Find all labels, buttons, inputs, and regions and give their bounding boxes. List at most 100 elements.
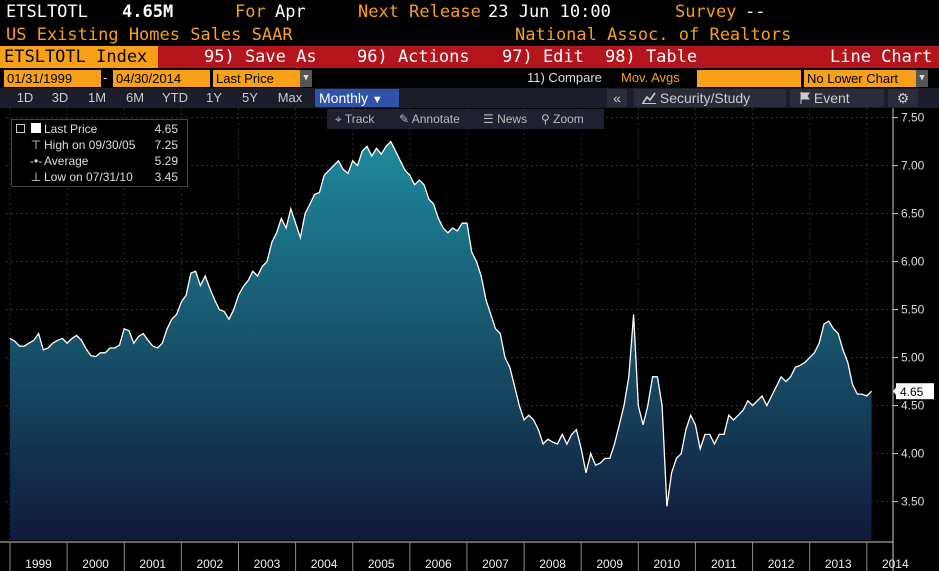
annotate-label: Annotate — [411, 112, 460, 126]
x-tick-label: 2010 — [653, 557, 680, 571]
data-point — [247, 280, 248, 281]
data-point — [366, 146, 367, 147]
data-point — [761, 395, 762, 396]
lower-chart-dropdown-icon[interactable]: ▼ — [916, 70, 928, 87]
period-1y[interactable]: 1Y — [206, 90, 222, 105]
data-point — [481, 275, 482, 276]
data-point — [604, 458, 605, 459]
table-button[interactable]: 98) Table — [605, 47, 698, 67]
data-point — [271, 242, 272, 243]
data-point — [24, 345, 25, 346]
track-label: Track — [344, 112, 375, 126]
data-point — [581, 448, 582, 449]
average-marker-icon: -•- — [30, 154, 43, 168]
compare-button[interactable]: 11) Compare — [527, 70, 602, 85]
x-tick-label: 2005 — [368, 557, 395, 571]
period-5y[interactable]: 5Y — [242, 90, 258, 105]
zoom-label: Zoom — [553, 112, 584, 126]
data-point — [143, 333, 144, 334]
data-point — [538, 429, 539, 430]
frequency-select[interactable]: Monthly ▼ — [315, 89, 399, 107]
data-point — [638, 405, 639, 406]
period-max[interactable]: Max — [277, 90, 303, 105]
track-tool[interactable]: ⌖ Track — [335, 109, 374, 129]
data-point — [176, 314, 177, 315]
period-ytd[interactable]: YTD — [162, 90, 188, 105]
legend-label: Low on 07/31/10 — [44, 170, 133, 184]
x-tick-label: 2012 — [768, 557, 795, 571]
data-point — [414, 184, 415, 185]
last-price-box — [896, 383, 934, 400]
data-point — [67, 343, 68, 344]
end-date-field[interactable]: 04/30/2014 — [113, 70, 210, 87]
data-point — [433, 203, 434, 204]
chart-type-button[interactable]: Line Chart — [830, 47, 933, 67]
start-date-field[interactable]: 01/31/1999 — [4, 70, 101, 87]
series-source: National Assoc. of Realtors — [515, 25, 792, 45]
zoom-tool[interactable]: ⚲ Zoom — [541, 109, 584, 129]
data-point — [238, 295, 239, 296]
data-point — [528, 415, 529, 416]
period-6m[interactable]: 6M — [125, 90, 145, 105]
period-1m[interactable]: 1M — [87, 90, 107, 105]
actions-button[interactable]: 96) Actions — [357, 47, 470, 67]
legend-value: 5.29 — [154, 154, 178, 168]
data-point — [166, 328, 167, 329]
data-point — [809, 357, 810, 358]
period-3d[interactable]: 3D — [51, 90, 69, 105]
save-as-button[interactable]: 95) Save As — [204, 47, 317, 67]
data-point — [685, 429, 686, 430]
data-point — [428, 199, 429, 200]
data-point — [562, 434, 563, 435]
data-point — [614, 443, 615, 444]
legend-value: 7.25 — [154, 138, 178, 152]
data-point — [14, 341, 15, 342]
data-point — [738, 415, 739, 416]
crosshair-icon: ⌖ — [335, 112, 345, 126]
gear-icon[interactable]: ⚙ — [888, 89, 918, 107]
for-label: For — [235, 2, 266, 22]
data-point — [666, 506, 667, 507]
data-point — [300, 237, 301, 238]
data-point — [219, 309, 220, 310]
edit-button[interactable]: 97) Edit — [502, 47, 584, 67]
period-1d[interactable]: 1D — [16, 90, 34, 105]
x-tick-label: 2011 — [711, 557, 737, 571]
header-row-2: US Existing Homes Sales SAAR National As… — [0, 24, 939, 46]
event-button[interactable]: Event — [790, 89, 884, 107]
lower-chart-select[interactable]: No Lower Chart — [804, 70, 916, 87]
high-marker-icon: ⊤ — [30, 138, 42, 152]
data-point — [28, 343, 29, 344]
field-dropdown-icon[interactable]: ▼ — [300, 70, 312, 87]
data-point — [447, 232, 448, 233]
data-point — [90, 355, 91, 356]
data-point — [823, 323, 824, 324]
x-tick-label: 2003 — [254, 557, 281, 571]
legend-label: Average — [44, 154, 89, 168]
data-point — [662, 405, 663, 406]
mov-avgs-field[interactable] — [697, 70, 801, 87]
data-point — [47, 347, 48, 348]
data-point — [404, 170, 405, 171]
security-study-label: Security/Study — [659, 90, 751, 106]
annotate-tool[interactable]: ✎ Annotate — [399, 109, 460, 129]
collapse-button[interactable]: « — [607, 89, 627, 107]
security-study-button[interactable]: Security/Study — [634, 89, 786, 107]
field-select[interactable]: Last Price — [213, 70, 300, 87]
x-tick-label: 2000 — [82, 557, 109, 571]
collapse-box-icon[interactable] — [16, 124, 25, 133]
data-point — [552, 441, 553, 442]
news-tool[interactable]: ☰ News — [483, 109, 527, 129]
data-point — [747, 400, 748, 401]
data-point — [109, 347, 110, 348]
x-tick-label: 2014 — [882, 557, 909, 571]
survey-value: -- — [745, 2, 766, 22]
data-point — [681, 453, 682, 454]
data-point — [514, 386, 515, 387]
data-point — [347, 173, 348, 174]
index-label[interactable]: ETSLTOTL Index — [0, 46, 158, 68]
data-point — [324, 175, 325, 176]
data-point — [281, 218, 282, 219]
data-point — [871, 391, 872, 392]
data-point — [543, 443, 544, 444]
